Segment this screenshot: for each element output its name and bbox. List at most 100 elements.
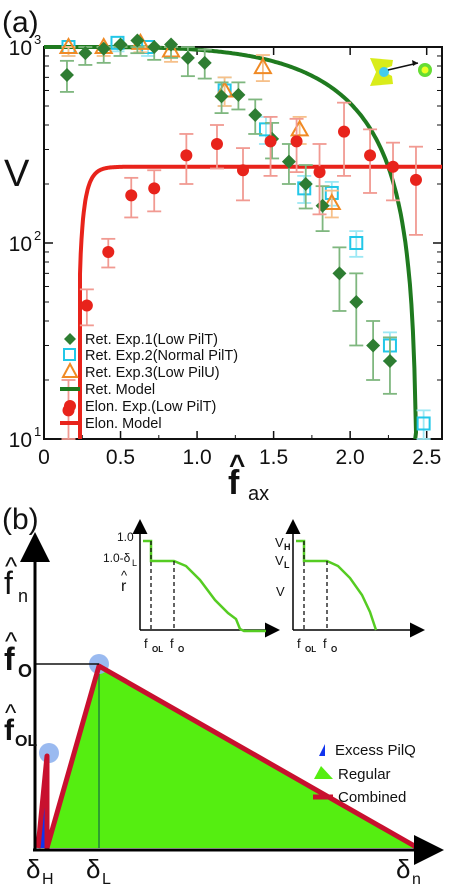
f0-sub: O	[18, 661, 32, 681]
elon-marker	[387, 160, 400, 173]
legend-diamond-icon	[64, 333, 76, 345]
panel-b-ylabel-f0: f ^ O	[4, 626, 32, 681]
exp1-marker	[59, 67, 74, 82]
panel-a-label: (a)	[2, 6, 39, 39]
exp1-marker	[180, 50, 195, 65]
dl-sub: L	[102, 871, 111, 885]
elon-marker	[264, 135, 277, 148]
inset-r-plot: 1.0 1.0-δ L r ^ f OL f O	[103, 519, 280, 654]
legend-label-excess: Excess PilQ	[335, 742, 416, 759]
f0l-main: f	[4, 714, 15, 747]
y-tick-label: 10	[9, 233, 32, 256]
exp1-marker	[147, 40, 162, 54]
x-tick-label: 2.0	[336, 446, 365, 469]
exp1-marker	[197, 55, 212, 70]
elon-marker	[80, 299, 93, 312]
exp1-marker	[164, 37, 179, 52]
legend-label-exp2: Ret. Exp.2(Normal PilT)	[85, 348, 238, 364]
inset2-x-f0: f	[323, 636, 327, 651]
x-tick-label: 0	[38, 446, 50, 469]
exp1-marker	[366, 338, 381, 353]
elon-model-line	[78, 164, 442, 439]
legend-entry-ret-model: Ret. Model	[60, 382, 155, 398]
pilus-cell-icon	[370, 58, 432, 86]
legend-entry-combined: Combined	[313, 789, 406, 806]
exp1-marker	[382, 354, 397, 369]
legend-entry-excess-pilq: Excess PilQ	[319, 742, 416, 759]
elon-marker	[148, 182, 161, 195]
exp1-marker	[281, 154, 296, 169]
legend-label-ret-model: Ret. Model	[85, 382, 155, 398]
fn-sub: n	[18, 586, 28, 606]
exp2-marker	[349, 236, 364, 250]
inset1-tick-1d-sub: L	[132, 558, 137, 568]
elon-marker	[313, 166, 326, 179]
elon-marker	[338, 125, 351, 138]
legend-entry-exp1: Ret. Exp.1(Low PilT)	[64, 332, 218, 348]
panel-b-diagram	[20, 532, 444, 865]
panel-a-xlabel-hat: ^	[229, 449, 245, 480]
inset1-curve	[143, 539, 266, 633]
legend-entry-exp2: Ret. Exp.2(Normal PilT)	[63, 348, 238, 364]
inset2-vh: V	[275, 535, 284, 550]
inset2-vh-sub: H	[284, 542, 291, 552]
legend-triangle-icon	[61, 361, 79, 378]
legend-circle-icon	[64, 400, 76, 412]
inset1-x-f0l-sub: OL	[152, 645, 163, 654]
y-tick-label: 10	[9, 37, 32, 60]
inset2-curve	[296, 539, 378, 631]
inset2-vl-sub: L	[284, 560, 290, 570]
regular-region	[45, 666, 418, 848]
elon-marker	[237, 164, 249, 177]
exp1-marker	[130, 33, 145, 48]
exp3-marker	[289, 119, 310, 137]
f0l-sub: OL	[15, 733, 37, 750]
inset1-x-f0l: f	[144, 636, 148, 651]
exp1-marker	[298, 176, 313, 191]
panel-a-series	[44, 32, 442, 440]
legend-entry-elon-exp: Elon. Exp.(Low PilT)	[64, 399, 216, 415]
exp1-marker	[231, 87, 246, 102]
elon-marker	[210, 137, 223, 150]
dl-main: δ	[86, 854, 100, 884]
y-tick-exponent: 3	[34, 32, 41, 47]
legend-entry-regular: Regular	[314, 766, 391, 783]
inset2-vl: V	[275, 553, 284, 568]
panel-a-ylabel: V	[4, 153, 30, 195]
x-tick-label: 2.5	[412, 446, 441, 469]
inset1-y-r: r	[121, 578, 127, 595]
inset2-x-f0-sub: O	[331, 645, 337, 654]
elon-marker	[102, 245, 115, 258]
f0-hat: ^	[5, 626, 18, 656]
legend-label-exp1: Ret. Exp.1(Low PilT)	[85, 332, 218, 348]
inset1-x-f0: f	[170, 636, 174, 651]
dh-sub: H	[42, 871, 54, 885]
legend-entry-exp3: Ret. Exp.3(Low PilU)	[61, 361, 220, 381]
dh-main: δ	[26, 854, 40, 884]
x-tick-label: 1.0	[182, 446, 211, 469]
panel-b-ylabel-fn: f ^ n	[4, 551, 28, 606]
exp1-marker	[96, 41, 111, 56]
y-tick-label: 10	[9, 429, 32, 452]
legend-label-exp3: Ret. Exp.3(Low PilU)	[85, 365, 220, 381]
panel-b-xlabel-dl: δ L	[86, 854, 111, 885]
elon-marker	[290, 135, 303, 148]
panel-b-legend: Excess PilQ Regular Combined	[313, 742, 416, 806]
x-tick-label: 0.5	[106, 446, 135, 469]
elon-marker	[409, 173, 422, 186]
legend-label-regular: Regular	[338, 766, 391, 783]
exp1-marker	[248, 107, 263, 122]
fn-hat: ^	[5, 551, 18, 581]
exp2-marker	[416, 416, 431, 431]
dn-main: δ	[396, 854, 410, 884]
exp1-marker	[332, 266, 347, 281]
f0l-highlight	[39, 743, 59, 763]
y-tick-exponent: 2	[34, 228, 41, 243]
combined-boundary	[35, 663, 420, 851]
exp3-marker	[58, 36, 79, 54]
dn-sub: n	[412, 871, 421, 885]
inset1-y-r-hat: ^	[121, 568, 128, 583]
inset2-v: V	[276, 584, 285, 599]
